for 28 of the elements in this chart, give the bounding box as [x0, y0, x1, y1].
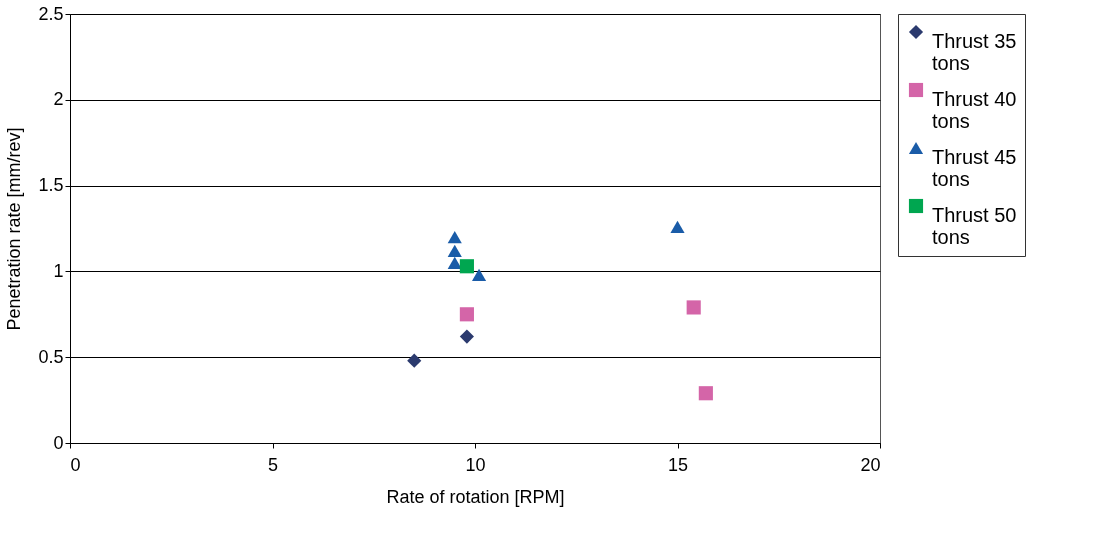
y-tick-label: 1.5: [38, 175, 64, 196]
point: [407, 353, 422, 368]
point: [459, 307, 474, 322]
legend-label: Thrust 50 tons: [932, 204, 1017, 248]
point: [459, 259, 474, 274]
y-axis-title: Penetration rate [mm/rev]: [4, 127, 25, 331]
point: [447, 256, 462, 269]
y-tick-label: 2: [53, 89, 64, 110]
point: [686, 300, 701, 315]
x-tick-label: 15: [667, 454, 689, 475]
x-tick-label: 10: [465, 454, 486, 475]
legend-label: Thrust 35 tons: [932, 30, 1017, 74]
point: [698, 386, 713, 401]
y-tick-label: 2.5: [38, 3, 64, 24]
point: [471, 268, 487, 281]
point: [447, 230, 462, 244]
point: [670, 220, 685, 233]
point: [447, 244, 462, 257]
point: [459, 329, 474, 344]
x-tick-label: 0: [70, 454, 81, 475]
y-tick-label: 0: [53, 432, 64, 453]
y-tick-label: 0.5: [38, 346, 64, 367]
x-axis-title: Rate of rotation [RPM]: [386, 486, 565, 507]
y-tick-label: 1: [53, 260, 64, 281]
legend-label: Thrust 40 tons: [932, 88, 1017, 132]
legend-label: Thrust 45 tons: [932, 146, 1017, 190]
x-tick-label: 20: [860, 454, 881, 475]
x-tick-label: 5: [267, 454, 279, 475]
